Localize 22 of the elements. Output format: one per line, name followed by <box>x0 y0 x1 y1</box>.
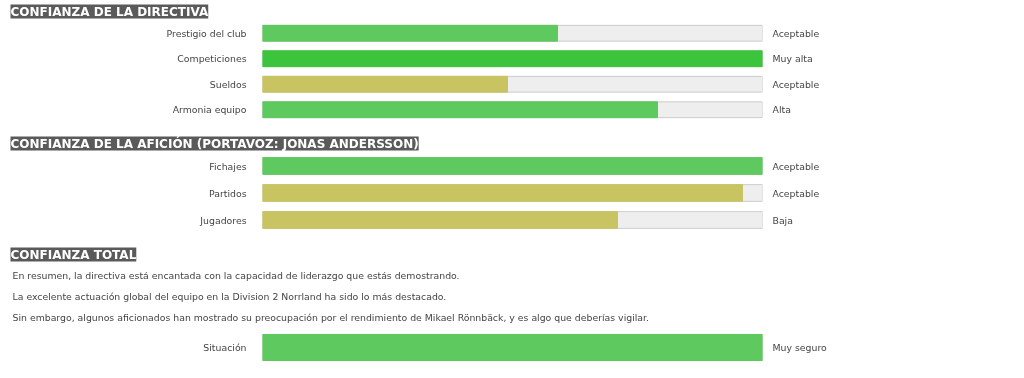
text: La excelente actuación global del equipo en la Division 2 Norrland ha sido lo más destacado. <box>12 290 447 302</box>
text: Aceptable <box>772 160 820 172</box>
text: Muy seguro <box>772 342 828 353</box>
annotation: Sin embargo, algunos aficionados han mostrado su preocupación por el rendimiento de Mikael Rönnbäck, y es algo que deberías vigilar. <box>12 311 649 323</box>
text: Muy alta <box>772 53 813 65</box>
y-tick-label: Armonia equipo <box>172 104 247 116</box>
text: Alta <box>772 104 791 116</box>
y-tick-label: Sueldos <box>209 78 247 90</box>
text: CONFIANZA TOTAL <box>10 247 137 262</box>
text: Aceptable <box>772 78 820 90</box>
text: Aceptable <box>772 187 820 199</box>
text: Aceptable <box>772 27 820 39</box>
y-tick-label: Situación <box>203 342 247 353</box>
y-tick-label: Jugadores <box>199 214 247 226</box>
text: CONFIANZA DE LA DIRECTIVA <box>10 4 209 19</box>
text: En resumen, la directiva está encantada con la capacidad de liderazgo que estás demostrando. <box>12 269 460 281</box>
y-tick-label: Partidos <box>209 187 247 199</box>
y-tick-label: Prestigio del club <box>166 27 247 39</box>
text: Baja <box>772 214 793 226</box>
y-tick-label: Competiciones <box>177 53 247 65</box>
y-tick-label: Fichajes <box>209 160 247 172</box>
chart-title: CONFIANZA DE LA AFICIÓN (PORTAVOZ: JONAS ANDERSSON) <box>10 135 419 151</box>
